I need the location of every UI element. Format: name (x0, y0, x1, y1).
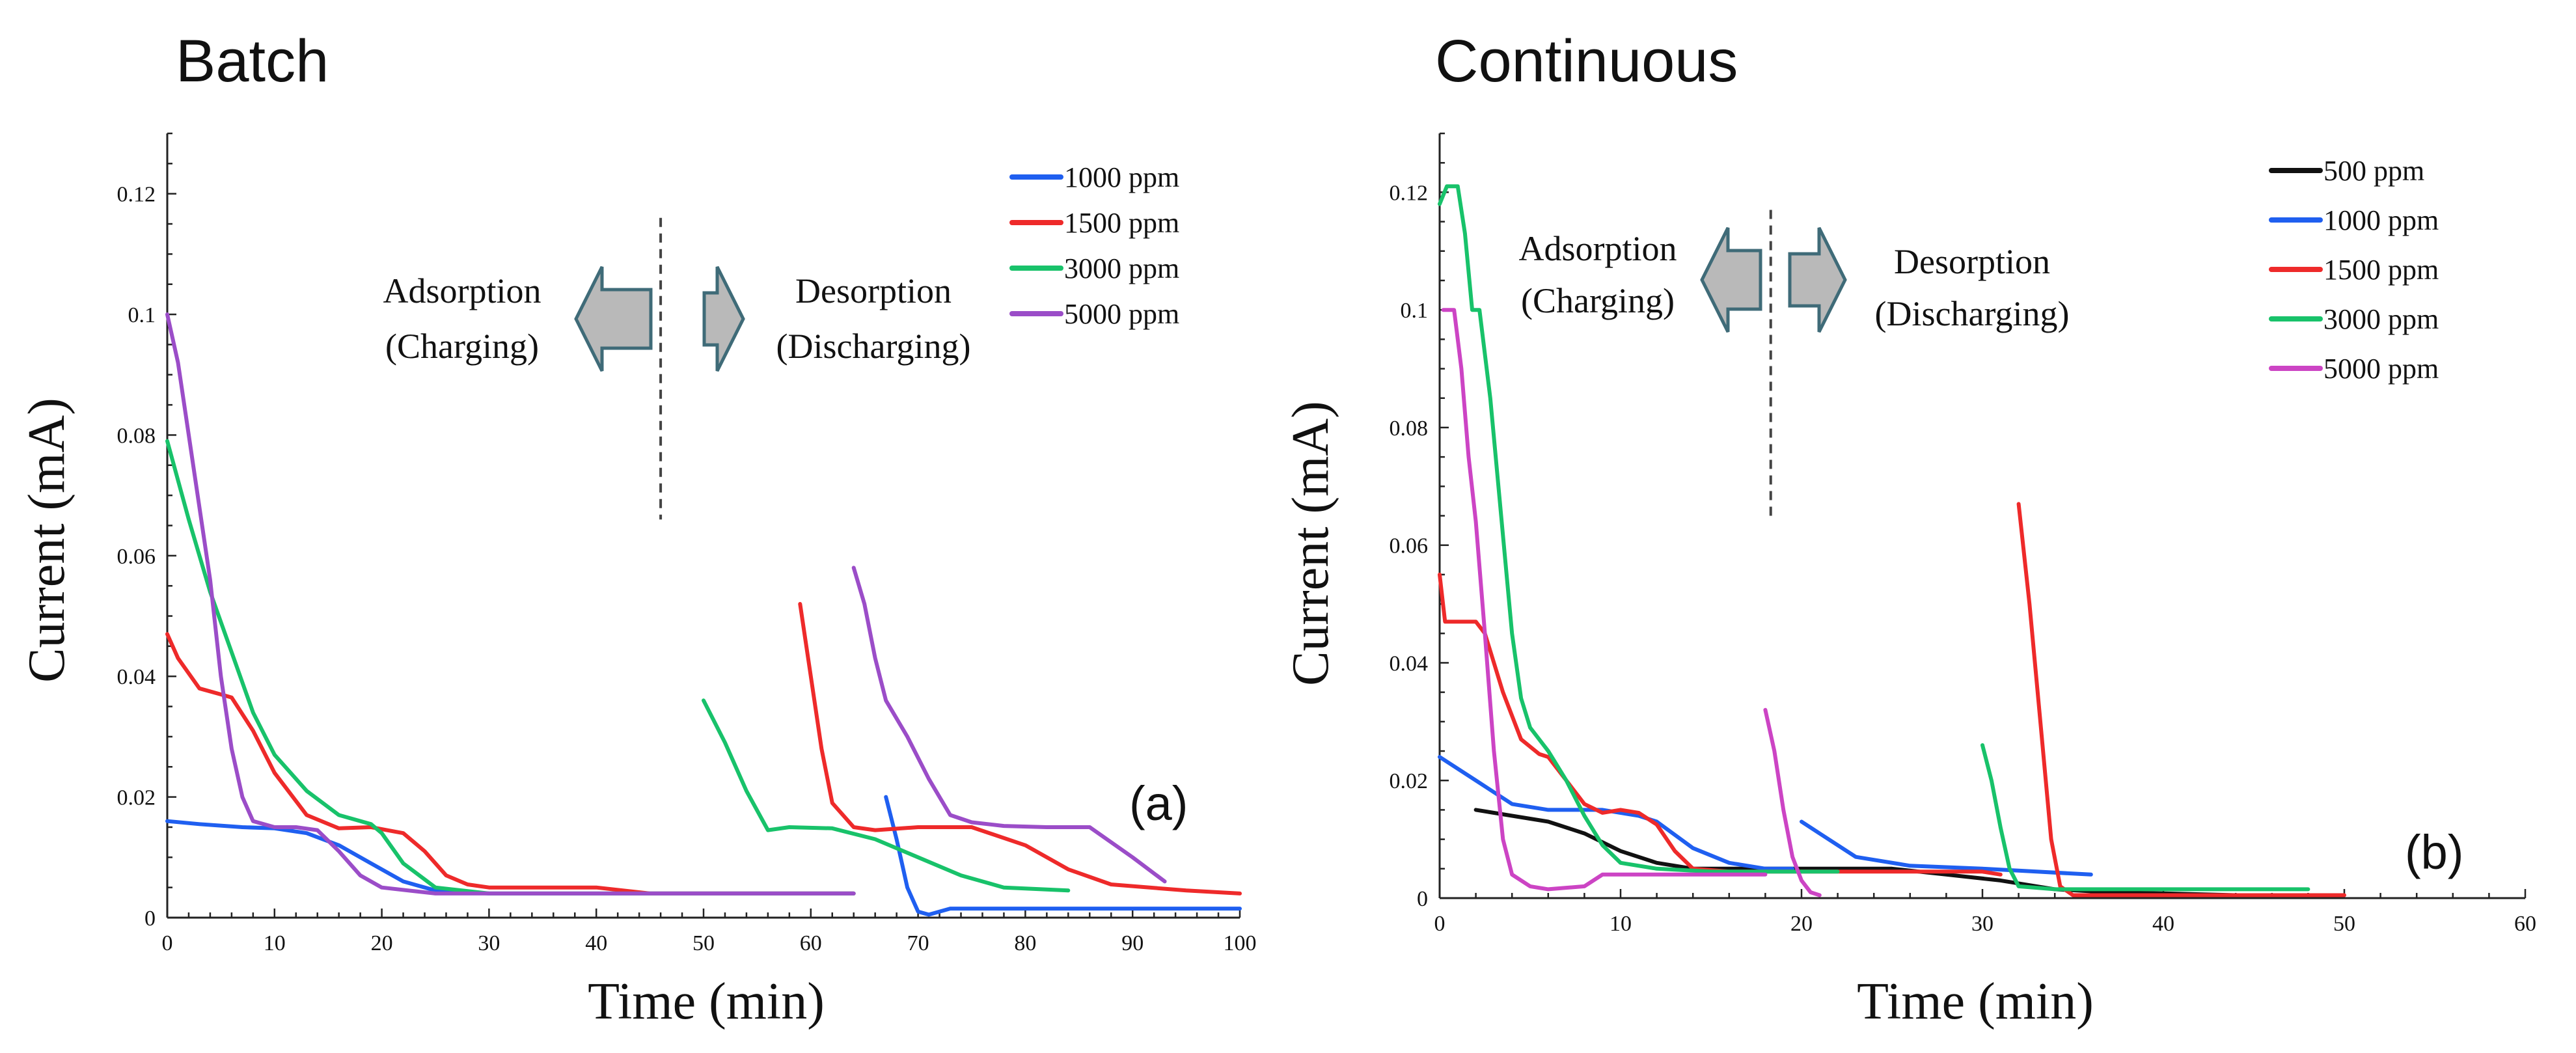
x-axis-label: Time (min) (1857, 973, 2094, 1030)
x-tick-label: 40 (585, 931, 607, 955)
x-tick-label: 20 (371, 931, 393, 955)
charging-label: (Charging) (1521, 281, 1675, 320)
legend-label: 3000 ppm (1064, 253, 1179, 284)
x-tick-label: 30 (1971, 912, 1994, 936)
y-tick-label: 0.1 (128, 303, 156, 327)
series-line-500-ppm (1473, 808, 2310, 897)
series-line-5000-ppm (1441, 308, 1768, 892)
y-tick-label: 0.04 (117, 665, 156, 689)
legend-label: 1500 ppm (2323, 254, 2439, 286)
panel-batch: Batch 0 10 20 30 40 50 60 70 80 90 100 0 0.02 0.04 0.0… (18, 28, 1257, 1030)
panel-letter: (b) (2405, 825, 2463, 879)
legend-label: 1500 ppm (1064, 207, 1179, 239)
series-line-5000-ppm (165, 312, 856, 896)
legend-label: 3000 ppm (2323, 303, 2439, 335)
y-tick-label: 0.06 (117, 545, 156, 569)
y-tick-label: 0.12 (1390, 181, 1429, 205)
adsorption-label: Adsorption (1519, 229, 1677, 268)
legend-label: 1000 ppm (1064, 161, 1179, 193)
legend-label: 5000 ppm (2323, 353, 2439, 385)
series-line-1000-ppm (1800, 819, 2093, 877)
panel-letter: (a) (1129, 776, 1188, 830)
x-tick-label: 60 (2514, 912, 2536, 936)
panel-title: Batch (176, 28, 329, 94)
series-line-3000-ppm (702, 698, 1071, 893)
y-tick-label: 0.04 (1390, 651, 1429, 676)
y-tick-label: 0.02 (1390, 769, 1429, 793)
y-tick-label: 0.02 (117, 786, 156, 810)
charging-label: (Charging) (385, 327, 539, 366)
series-line-1500-ppm (1438, 572, 2003, 877)
x-tick-label: 60 (800, 931, 822, 955)
x-tick-label: 10 (264, 931, 286, 955)
series-line-5000-ppm (851, 566, 1167, 884)
x-tick-label: 30 (478, 931, 500, 955)
x-tick-label: 70 (907, 931, 929, 955)
x-tick-label: 0 (1434, 912, 1446, 936)
legend-label: 500 ppm (2323, 155, 2424, 187)
series-line-5000-ppm (1763, 707, 1822, 897)
x-tick-label: 50 (2333, 912, 2355, 936)
adsorption-arrow-icon (1700, 226, 1762, 333)
adsorption-label: Adsorption (383, 271, 541, 310)
legend-label: 5000 ppm (1064, 298, 1179, 330)
legend: 1000 ppm 1500 ppm 3000 ppm 5000 ppm (1009, 161, 1179, 330)
y-tick-label: 0 (144, 907, 156, 931)
y-tick-label: 0.06 (1390, 534, 1429, 558)
series-line-1000-ppm (884, 795, 1242, 917)
desorption-label: Desorption (795, 271, 952, 310)
x-tick-label: 40 (2152, 912, 2174, 936)
y-axis-label: Current (mA) (1282, 401, 1339, 686)
series-line-1500-ppm (2016, 502, 2346, 897)
x-tick-label: 90 (1121, 931, 1144, 955)
discharging-label: (Discharging) (1875, 294, 2070, 333)
x-tick-label: 0 (162, 931, 173, 955)
panel-title: Continuous (1435, 28, 1738, 94)
x-axis-label: Time (min) (588, 973, 825, 1030)
x-tick-label: 10 (1610, 912, 1632, 936)
x-tick-label: 20 (1790, 912, 1813, 936)
x-tick-label: 50 (692, 931, 715, 955)
desorption-arrow-icon (1788, 226, 1847, 333)
panel-continuous: Continuous 0 10 20 30 40 50 60 0 0.02 0.04 0.06 0.0… (1282, 28, 2536, 1030)
series-line-1500-ppm (165, 632, 856, 896)
series-line-1000-ppm (165, 819, 856, 896)
discharging-label: (Discharging) (776, 327, 971, 366)
series-line-3000-ppm (1438, 184, 1840, 874)
y-tick-label: 0.1 (1401, 299, 1429, 323)
series-line-3000-ppm (1980, 743, 2310, 892)
y-axis-label: Current (mA) (18, 398, 75, 683)
y-tick-label: 0.08 (1390, 417, 1429, 441)
adsorption-arrow-icon (574, 266, 653, 372)
y-tick-label: 0 (1417, 887, 1428, 911)
legend-label: 1000 ppm (2323, 204, 2439, 236)
desorption-label: Desorption (1894, 242, 2050, 281)
x-tick-label: 100 (1224, 931, 1257, 955)
legend: 500 ppm 1000 ppm 1500 ppm 3000 ppm 5000 ppm (2269, 155, 2439, 385)
y-tick-label: 0.12 (117, 183, 156, 207)
desorption-arrow-icon (702, 266, 745, 372)
series-line-1500-ppm (798, 602, 1242, 896)
x-tick-label: 80 (1014, 931, 1036, 955)
y-tick-label: 0.08 (117, 424, 156, 448)
